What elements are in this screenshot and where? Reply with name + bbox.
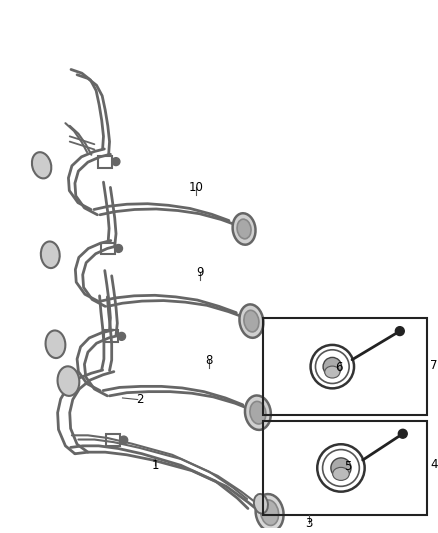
Ellipse shape: [237, 219, 251, 239]
Bar: [106, 434, 120, 446]
Ellipse shape: [32, 152, 51, 179]
Circle shape: [115, 245, 123, 253]
Text: 8: 8: [205, 353, 213, 367]
Circle shape: [120, 436, 128, 444]
Circle shape: [398, 429, 407, 438]
Ellipse shape: [331, 458, 351, 478]
Ellipse shape: [261, 500, 279, 526]
Text: 7: 7: [430, 359, 438, 372]
Ellipse shape: [254, 494, 268, 514]
Bar: [98, 156, 112, 167]
Ellipse shape: [240, 304, 263, 338]
Ellipse shape: [332, 467, 349, 480]
Ellipse shape: [250, 401, 266, 424]
Circle shape: [396, 327, 404, 336]
Bar: [104, 330, 118, 342]
Ellipse shape: [41, 241, 60, 268]
Text: 3: 3: [305, 516, 312, 530]
Ellipse shape: [46, 330, 65, 358]
Text: 6: 6: [335, 361, 343, 375]
Ellipse shape: [325, 366, 340, 378]
Text: 2: 2: [136, 393, 144, 406]
Ellipse shape: [245, 395, 271, 430]
Ellipse shape: [57, 366, 79, 396]
Ellipse shape: [323, 358, 342, 376]
Bar: [263, 421, 427, 515]
Ellipse shape: [256, 494, 283, 531]
Text: 4: 4: [430, 458, 438, 471]
Text: 1: 1: [151, 459, 159, 472]
Text: 5: 5: [344, 460, 351, 473]
Text: 9: 9: [197, 265, 204, 279]
Circle shape: [112, 158, 120, 166]
Text: 10: 10: [189, 181, 204, 194]
Circle shape: [118, 333, 126, 340]
Ellipse shape: [233, 213, 255, 245]
Bar: [101, 243, 115, 254]
Bar: [263, 318, 427, 415]
Ellipse shape: [244, 310, 259, 332]
